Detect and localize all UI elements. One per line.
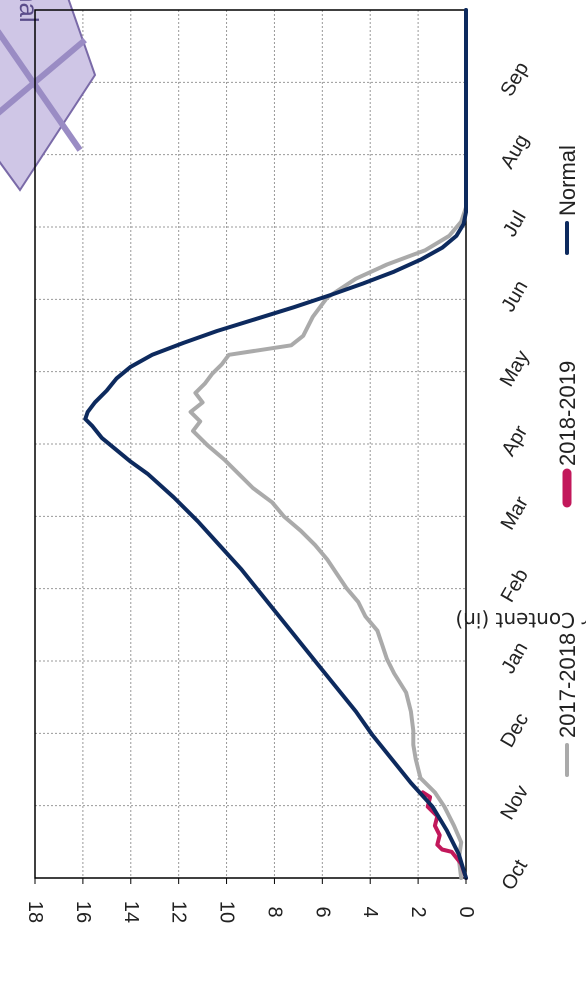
series-line-Normal [83,8,468,880]
data-series [83,8,468,880]
y-axis-label: Water Content (in) [455,608,586,632]
x-axis-ticks: Oct Nov Dec Jan Feb Mar Apr May Jun Jul Aug Sep [496,58,534,894]
y-tick-label: 4 [359,906,381,917]
y-tick-label: 16 [72,901,94,923]
series-line-2017-2018 [188,8,468,880]
badge-text: of Normal [14,0,44,23]
plot-area [34,9,467,879]
x-tick-label: Oct [497,856,532,894]
y-tick-label: 8 [263,906,285,917]
y-tick-label: 12 [168,901,190,923]
x-tick-label: Nov [496,782,533,824]
x-tick-label: Mar [497,493,533,534]
y-tick-label: 10 [216,901,238,923]
grid-lines [34,9,467,879]
x-tick-label: May [496,347,534,391]
x-tick-label: Dec [496,709,533,751]
legend-label: 2017-2018 [555,633,580,738]
x-tick-label: Sep [496,58,533,100]
x-tick-label: Jul [499,207,531,240]
y-tick-label: 2 [407,906,429,917]
y-axis-ticks: 0 2 4 6 8 10 12 14 16 18 [24,878,477,923]
legend: 2017-2018 2018-2019 Normal [555,145,580,777]
x-tick-label: Apr [497,422,532,460]
x-tick-label: Jun [497,277,532,316]
legend-label: 2018-2019 [555,361,580,466]
x-tick-label: Feb [497,565,533,606]
y-tick-label: 18 [24,901,46,923]
legend-label: Normal [555,145,580,216]
y-tick-label: 0 [455,906,477,917]
snowflake-icon: of Normal [0,0,97,192]
x-tick-label: Jan [497,639,532,678]
y-tick-label: 6 [311,906,333,917]
y-tick-label: 14 [120,901,142,923]
x-tick-label: Aug [496,131,533,173]
